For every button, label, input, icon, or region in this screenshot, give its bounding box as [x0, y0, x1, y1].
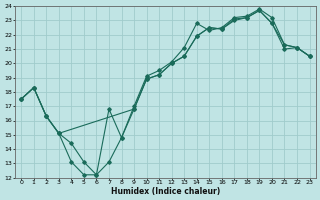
X-axis label: Humidex (Indice chaleur): Humidex (Indice chaleur) — [111, 187, 220, 196]
